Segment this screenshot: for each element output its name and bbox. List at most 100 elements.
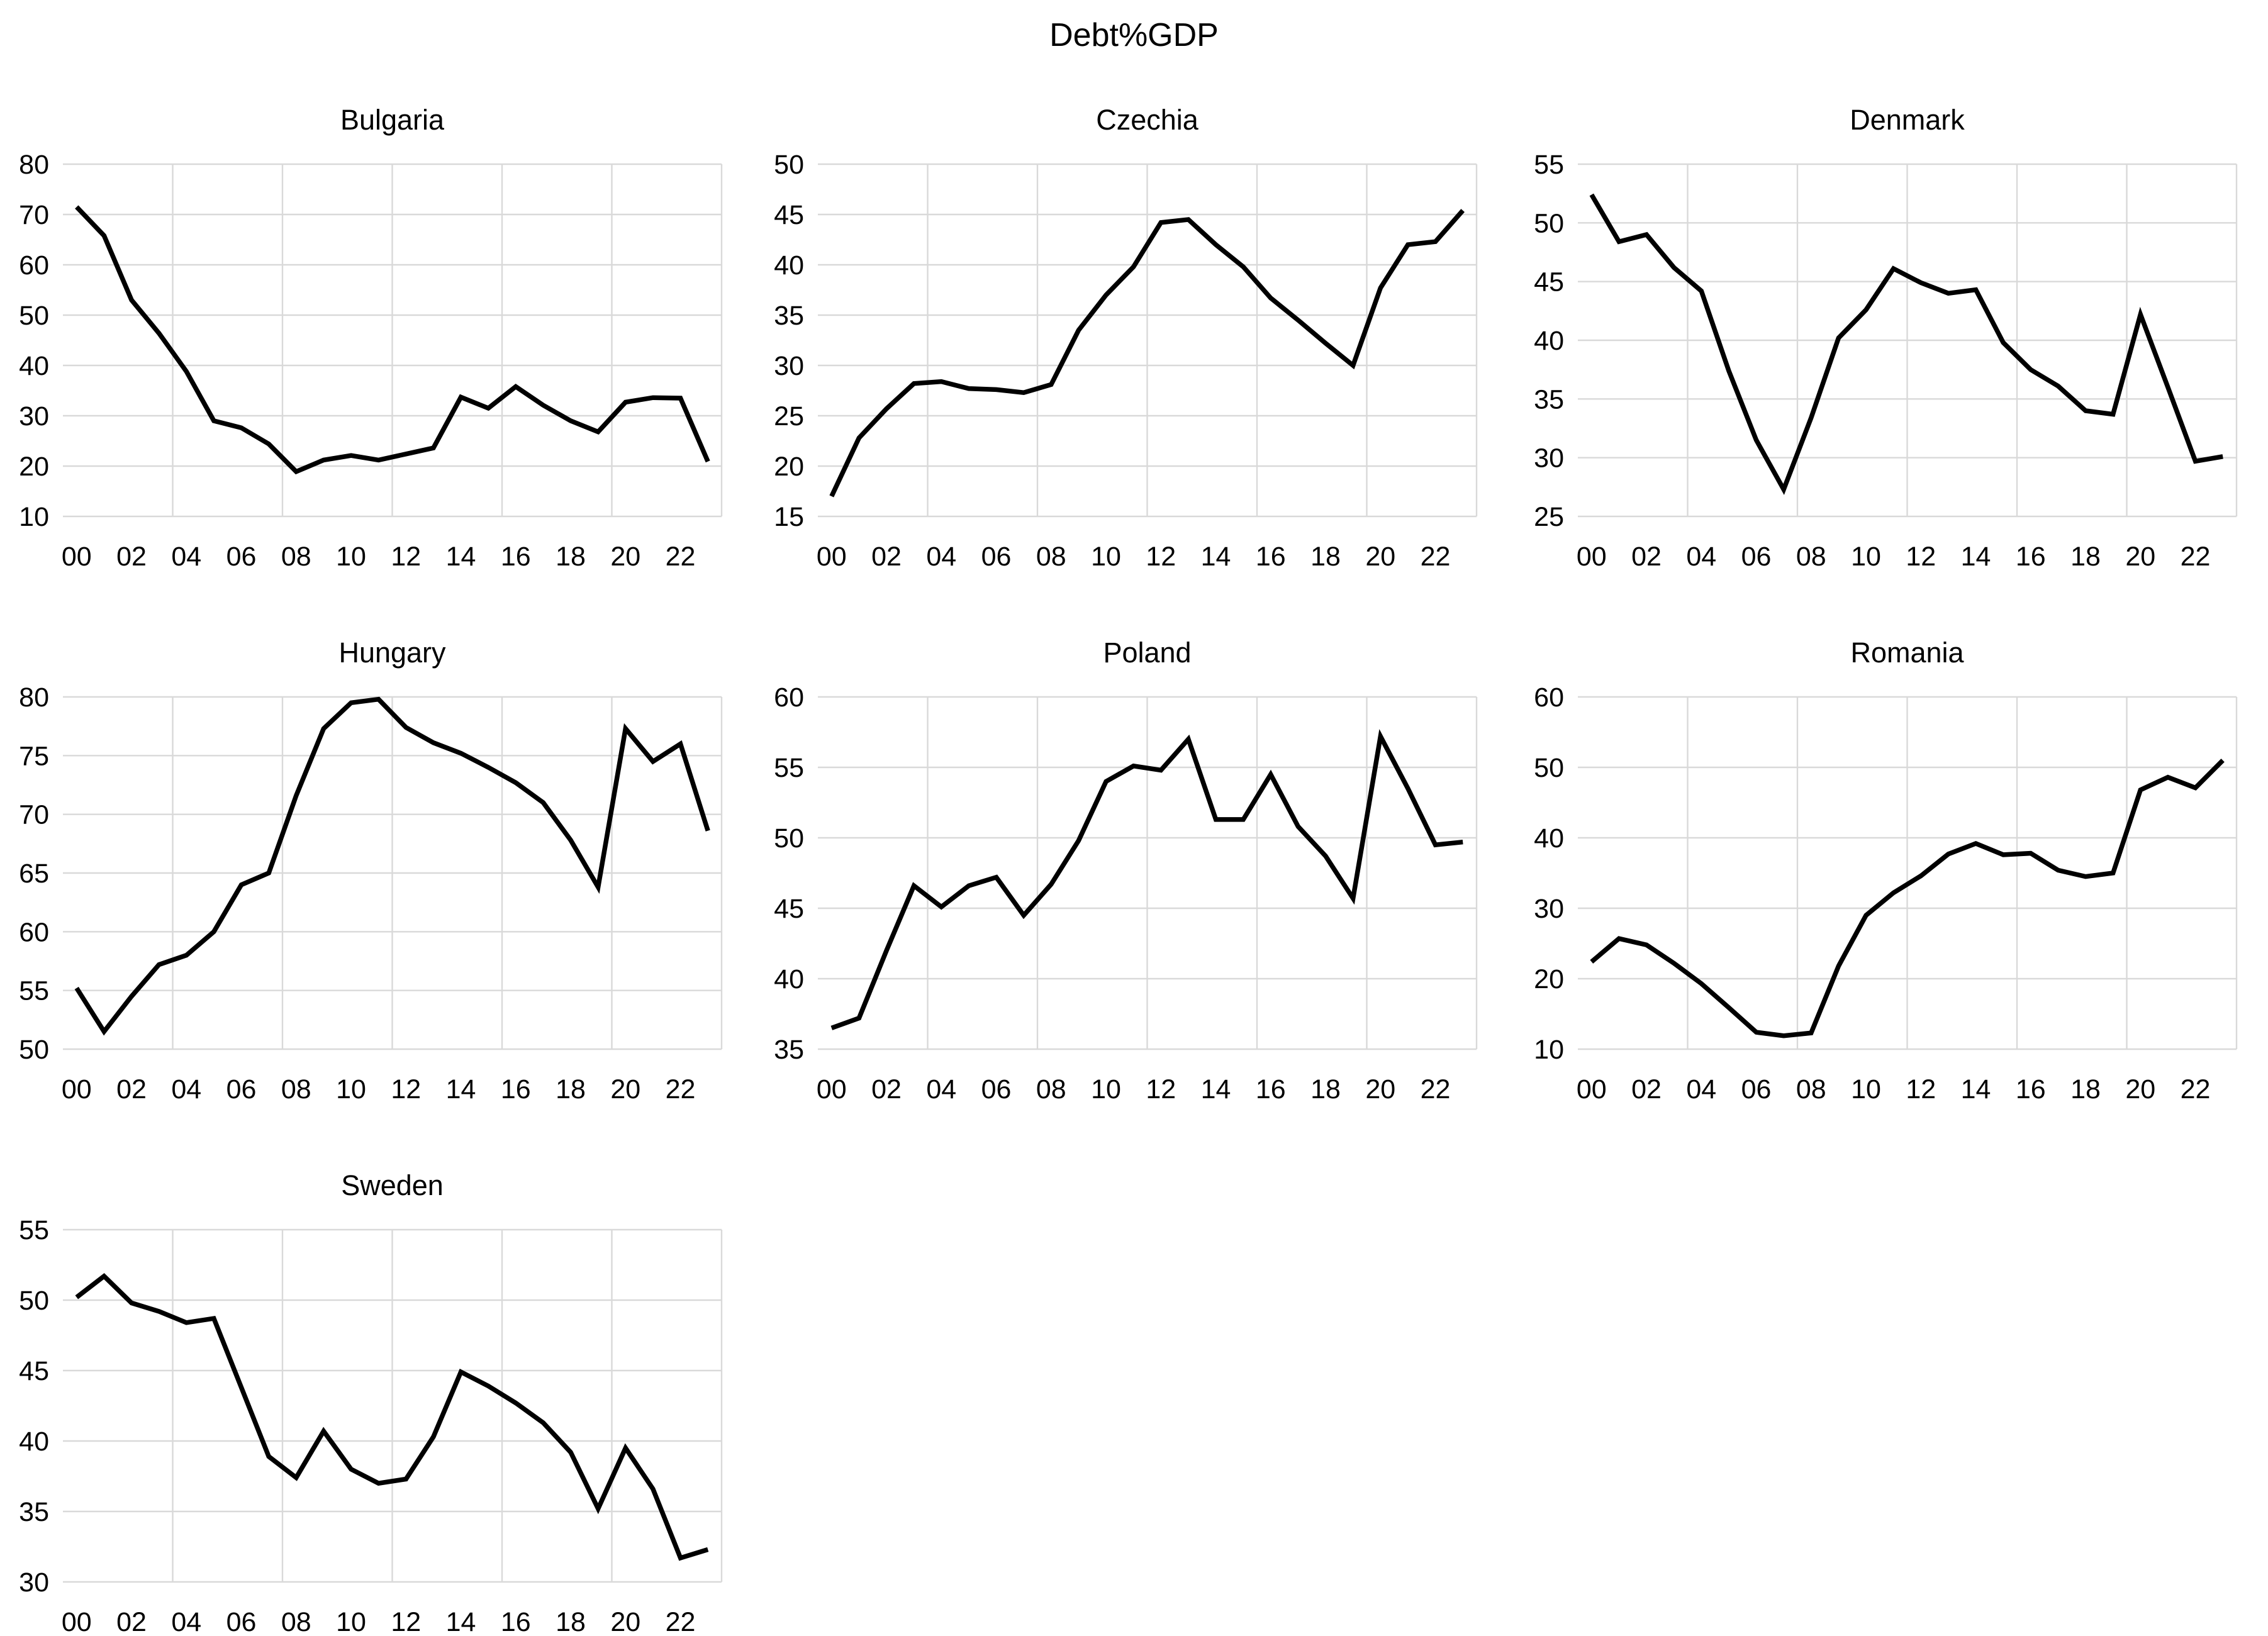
- hungary-ytick-60: 60: [19, 917, 49, 947]
- romania-ytick-40: 40: [1534, 823, 1564, 854]
- hungary-ytick-75: 75: [19, 741, 49, 771]
- hungary-ytick-80: 80: [19, 682, 49, 713]
- romania-xtick-18: 18: [2070, 1074, 2101, 1101]
- bulgaria-debt-line: [75, 205, 710, 475]
- bulgaria-ytick-60: 60: [19, 250, 49, 281]
- sweden-title: Sweden: [341, 1169, 444, 1201]
- denmark-ytick-45: 45: [1534, 267, 1564, 298]
- sweden-plot: Sweden 30 35 40 45 50 55 00 02 04 06 08 10 12 14 16 18 20…: [19, 1169, 723, 1633]
- czechia-xtick-08: 08: [1036, 542, 1066, 568]
- poland-xtick-04: 04: [926, 1074, 956, 1101]
- hungary-xtick-16: 16: [501, 1074, 531, 1101]
- czechia-xtick-12: 12: [1146, 542, 1176, 568]
- poland-xtick-00: 00: [817, 1074, 847, 1101]
- hungary-xtick-02: 02: [116, 1074, 147, 1101]
- bulgaria-ytick-50: 50: [19, 301, 49, 331]
- czechia-xtick-04: 04: [926, 542, 956, 568]
- romania-ytick-30: 30: [1534, 894, 1564, 924]
- sweden-xtick-06: 06: [226, 1607, 257, 1633]
- denmark-title: Denmark: [1850, 104, 1965, 136]
- bulgaria-ytick-30: 30: [19, 401, 49, 431]
- sweden-ytick-40: 40: [19, 1427, 49, 1457]
- denmark-gridlines: [1578, 163, 2238, 518]
- bulgaria-xtick-12: 12: [391, 542, 421, 568]
- poland-title: Poland: [1103, 637, 1191, 669]
- czechia-xtick-16: 16: [1256, 542, 1286, 568]
- romania-plot: Romania 10 20 30 40 50 60 00 02 04 06 08 10 12 14 16 18 2…: [1534, 637, 2238, 1101]
- poland-xtick-20: 20: [1365, 1074, 1395, 1101]
- czechia-xtick-18: 18: [1310, 542, 1341, 568]
- denmark-xtick-02: 02: [1631, 542, 1662, 568]
- czechia-title: Czechia: [1096, 104, 1199, 136]
- czechia-ytick-20: 20: [774, 452, 804, 482]
- poland-xtick-08: 08: [1036, 1074, 1066, 1101]
- denmark-xtick-08: 08: [1796, 542, 1826, 568]
- hungary-xtick-04: 04: [171, 1074, 201, 1101]
- bulgaria-xtick-06: 06: [226, 542, 257, 568]
- sweden-ytick-55: 55: [19, 1215, 49, 1245]
- romania-xtick-00: 00: [1577, 1074, 1607, 1101]
- denmark-plot: Denmark 25 30 35 40 45 50 55 00 02 04 06 08 10 12 14 16 1…: [1534, 104, 2238, 568]
- hungary-title: Hungary: [338, 637, 446, 669]
- chart-sweden: Sweden 30 35 40 45 50 55 00 02 04 06 08 10 12 14 16 18 20…: [5, 1101, 761, 1633]
- romania-ytick-10: 10: [1534, 1035, 1564, 1065]
- denmark-debt-line: [1589, 193, 2223, 495]
- hungary-plot: Hungary 50 55 60 65 70 75 80 00 02 04 06 08 10 12 14 16 1…: [19, 637, 723, 1101]
- poland-xtick-14: 14: [1201, 1074, 1231, 1101]
- sweden-gridlines: [63, 1228, 723, 1583]
- denmark-xtick-22: 22: [2181, 542, 2211, 568]
- poland-ytick-50: 50: [774, 823, 804, 854]
- czechia-xtick-02: 02: [871, 542, 902, 568]
- czechia-xtick-06: 06: [981, 542, 1012, 568]
- sweden-xtick-14: 14: [446, 1607, 476, 1633]
- sweden-xtick-16: 16: [501, 1607, 531, 1633]
- hungary-debt-line: [74, 696, 710, 1036]
- romania-xtick-22: 22: [2181, 1074, 2211, 1101]
- poland-plot: Poland 35 40 45 50 55 60 00 02 04 06 08 10 12 14 16 18 20…: [774, 637, 1478, 1101]
- sweden-xtick-18: 18: [556, 1607, 586, 1633]
- romania-xtick-12: 12: [1906, 1074, 1936, 1101]
- sweden-xtick-10: 10: [336, 1607, 366, 1633]
- denmark-xtick-20: 20: [2125, 542, 2155, 568]
- chart-czechia: Czechia 15 20 25 30 35 40 45 50 00 02 04 06 08 10 12 14 1…: [760, 35, 1516, 568]
- czechia-xtick-20: 20: [1365, 542, 1395, 568]
- bulgaria-ytick-10: 10: [19, 502, 49, 532]
- romania-xtick-02: 02: [1631, 1074, 1662, 1101]
- poland-xtick-22: 22: [1421, 1074, 1451, 1101]
- poland-debt-line: [830, 729, 1463, 1030]
- hungary-xtick-00: 00: [62, 1074, 92, 1101]
- czechia-xtick-10: 10: [1091, 542, 1121, 568]
- bulgaria-ytick-20: 20: [19, 452, 49, 482]
- hungary-xtick-22: 22: [666, 1074, 696, 1101]
- sweden-xtick-00: 00: [62, 1607, 92, 1633]
- sweden-xtick-22: 22: [666, 1607, 696, 1633]
- sweden-xtick-20: 20: [610, 1607, 640, 1633]
- bulgaria-ytick-80: 80: [19, 150, 49, 180]
- chart-hungary: Hungary 50 55 60 65 70 75 80 00 02 04 06 08 10 12 14 16 1…: [5, 568, 761, 1101]
- hungary-gridlines: [63, 696, 723, 1050]
- czechia-plot: Czechia 15 20 25 30 35 40 45 50 00 02 04 06 08 10 12 14 1…: [774, 104, 1478, 568]
- poland-ytick-55: 55: [774, 753, 804, 783]
- romania-xtick-06: 06: [1741, 1074, 1772, 1101]
- czechia-gridlines: [818, 163, 1478, 518]
- poland-ytick-35: 35: [774, 1035, 804, 1065]
- bulgaria-xtick-04: 04: [171, 542, 201, 568]
- poland-ytick-45: 45: [774, 894, 804, 924]
- czechia-ytick-40: 40: [774, 250, 804, 281]
- chart-denmark: Denmark 25 30 35 40 45 50 55 00 02 04 06 08 10 12 14 16 1…: [1520, 35, 2268, 568]
- hungary-ytick-50: 50: [19, 1035, 49, 1065]
- chart-bulgaria: Bulgaria 10 20 30 40 50 60 70 80 00 02 04 06 08 10 12 14…: [5, 35, 761, 568]
- denmark-xtick-16: 16: [2016, 542, 2046, 568]
- sweden-xtick-08: 08: [281, 1607, 311, 1633]
- czechia-ytick-30: 30: [774, 351, 804, 381]
- romania-xtick-16: 16: [2016, 1074, 2046, 1101]
- sweden-xtick-02: 02: [116, 1607, 147, 1633]
- czechia-xtick-00: 00: [817, 542, 847, 568]
- bulgaria-xtick-02: 02: [116, 542, 147, 568]
- hungary-xtick-08: 08: [281, 1074, 311, 1101]
- bulgaria-title: Bulgaria: [340, 104, 445, 136]
- poland-ytick-60: 60: [774, 682, 804, 713]
- sweden-debt-line: [75, 1272, 709, 1561]
- hungary-xtick-14: 14: [446, 1074, 476, 1101]
